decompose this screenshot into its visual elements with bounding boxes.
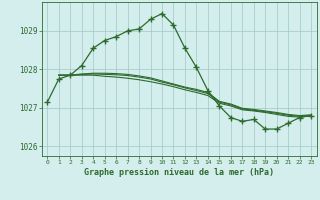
- X-axis label: Graphe pression niveau de la mer (hPa): Graphe pression niveau de la mer (hPa): [84, 168, 274, 177]
